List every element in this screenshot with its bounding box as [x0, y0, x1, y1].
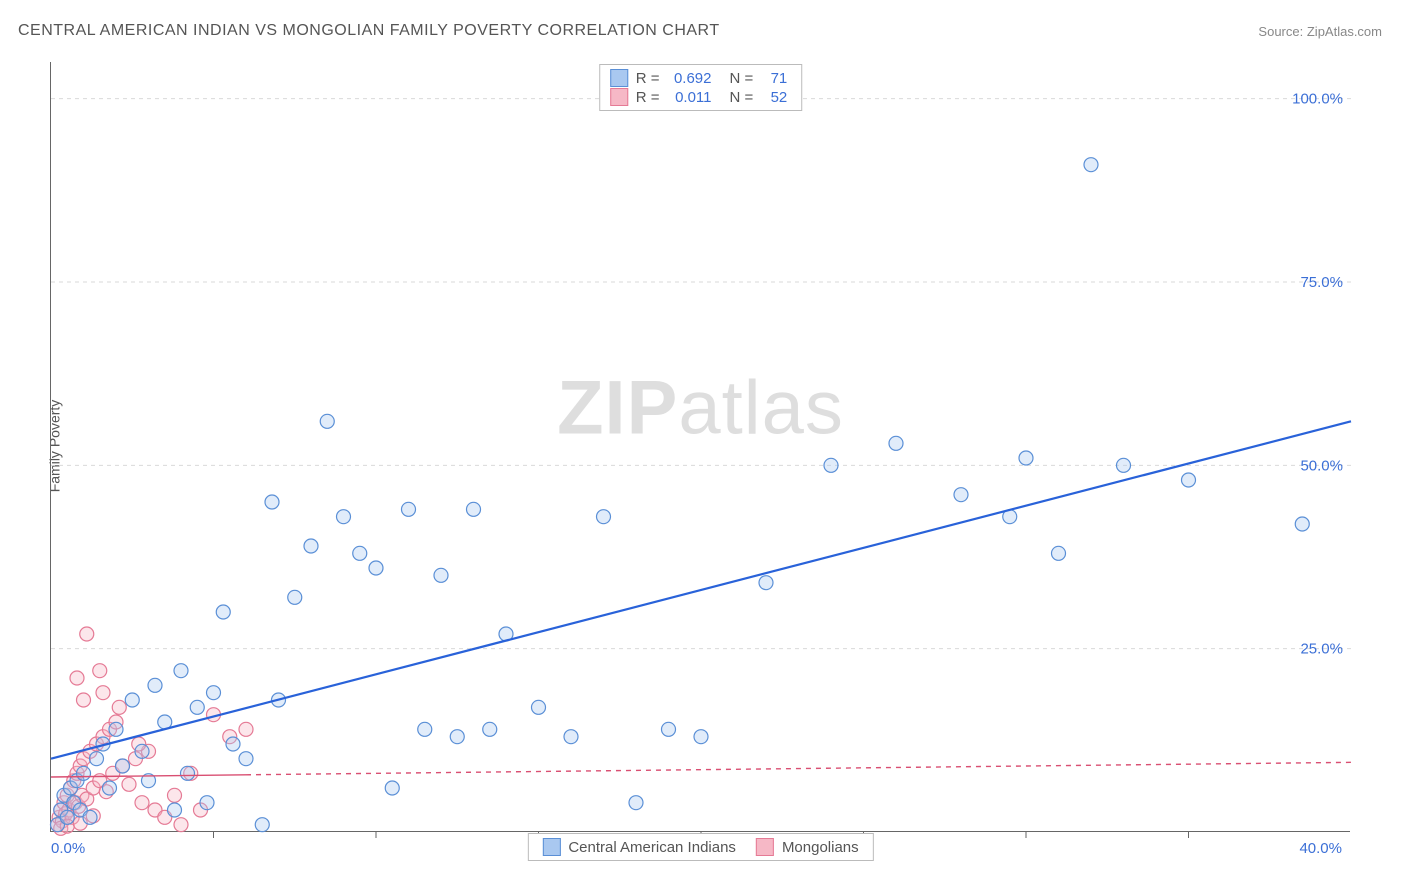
plot-area: ZIPatlas 25.0%50.0%75.0%100.0% R =0.692N…: [50, 62, 1350, 832]
svg-text:75.0%: 75.0%: [1300, 274, 1343, 291]
legend-r-value: 0.692: [668, 70, 712, 87]
svg-text:50.0%: 50.0%: [1300, 457, 1343, 474]
svg-text:25.0%: 25.0%: [1300, 641, 1343, 658]
legend-series-item: Mongolians: [756, 838, 859, 856]
plot-svg: 25.0% 50.0% 75.0% 100.0%: [51, 62, 1350, 831]
legend-r-label: R =: [636, 89, 660, 106]
legend-n-label: N =: [730, 89, 754, 106]
legend-series-item: Central American Indians: [542, 838, 736, 856]
x-tick-label-max: 40.0%: [1299, 840, 1342, 857]
legend-swatch: [610, 88, 628, 106]
legend-row: R = 0.692 N = 71: [610, 69, 788, 87]
legend-swatch: [542, 838, 560, 856]
legend-swatch: [756, 838, 774, 856]
legend-series: Central American Indians Mongolians: [527, 833, 873, 861]
legend-n-value: 52: [761, 89, 787, 106]
legend-swatch: [610, 69, 628, 87]
legend-n-value: 71: [761, 70, 787, 87]
legend-series-label: Central American Indians: [568, 839, 736, 856]
x-tick-label-min: 0.0%: [51, 840, 85, 857]
legend-r-label: R =: [636, 70, 660, 87]
legend-r-value: 0.011: [668, 89, 712, 106]
legend-series-label: Mongolians: [782, 839, 859, 856]
legend-row: R = 0.011 N = 52: [610, 88, 788, 106]
chart-title: CENTRAL AMERICAN INDIAN VS MONGOLIAN FAM…: [18, 22, 720, 40]
source-attribution: Source: ZipAtlas.com: [1258, 24, 1382, 39]
legend-correlation: R = 0.692 N = 71 R = 0.011 N = 52: [599, 64, 803, 111]
legend-n-label: N =: [730, 70, 754, 87]
source-name: ZipAtlas.com: [1307, 24, 1382, 39]
source-label: Source:: [1258, 24, 1303, 39]
svg-text:100.0%: 100.0%: [1292, 91, 1343, 108]
